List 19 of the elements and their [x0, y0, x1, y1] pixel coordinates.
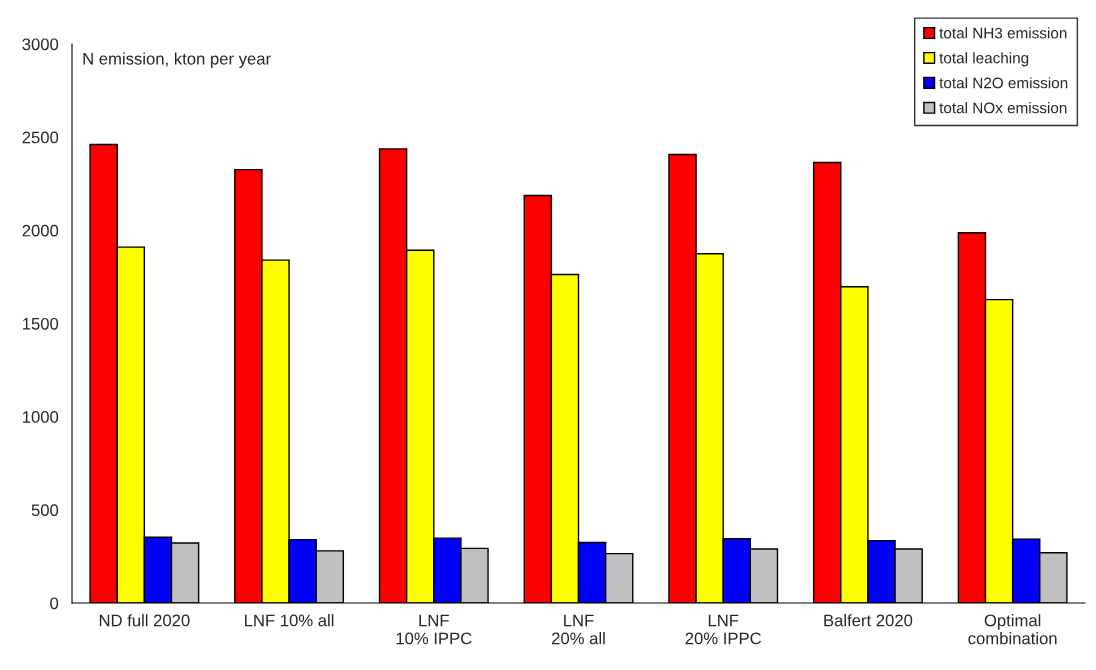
y-tick-label: 1000 [23, 411, 59, 423]
y-tick-label: 500 [31, 504, 59, 517]
x-tick-label: LNF 10% all [245, 614, 334, 627]
x-tick-label: LNF 20% all [552, 614, 605, 645]
x-tick-label: LNF 10% IPPC [396, 614, 472, 645]
x-tick-label: ND full 2020 [99, 614, 190, 627]
y-tick-label: 0 [50, 597, 59, 610]
x-tick-label: Balfert 2020 [824, 614, 913, 627]
y-axis-title: N emission, kton per year [83, 52, 271, 68]
y-tick-label: 2500 [22, 131, 59, 144]
x-tick-label: Optimal combination [968, 614, 1057, 645]
y-tick-label: 2000 [22, 224, 59, 237]
y-tick-label: 3000 [22, 38, 59, 51]
y-tick-label: 1500 [23, 317, 59, 330]
legend-label: total NH3 emission [939, 27, 1067, 39]
legend-label: total N2O emission [939, 77, 1068, 89]
legend-label: total leaching [939, 52, 1029, 67]
x-tick-label: LNF 20% IPPC [685, 614, 762, 645]
legend-label: total NOx emission [939, 102, 1067, 114]
